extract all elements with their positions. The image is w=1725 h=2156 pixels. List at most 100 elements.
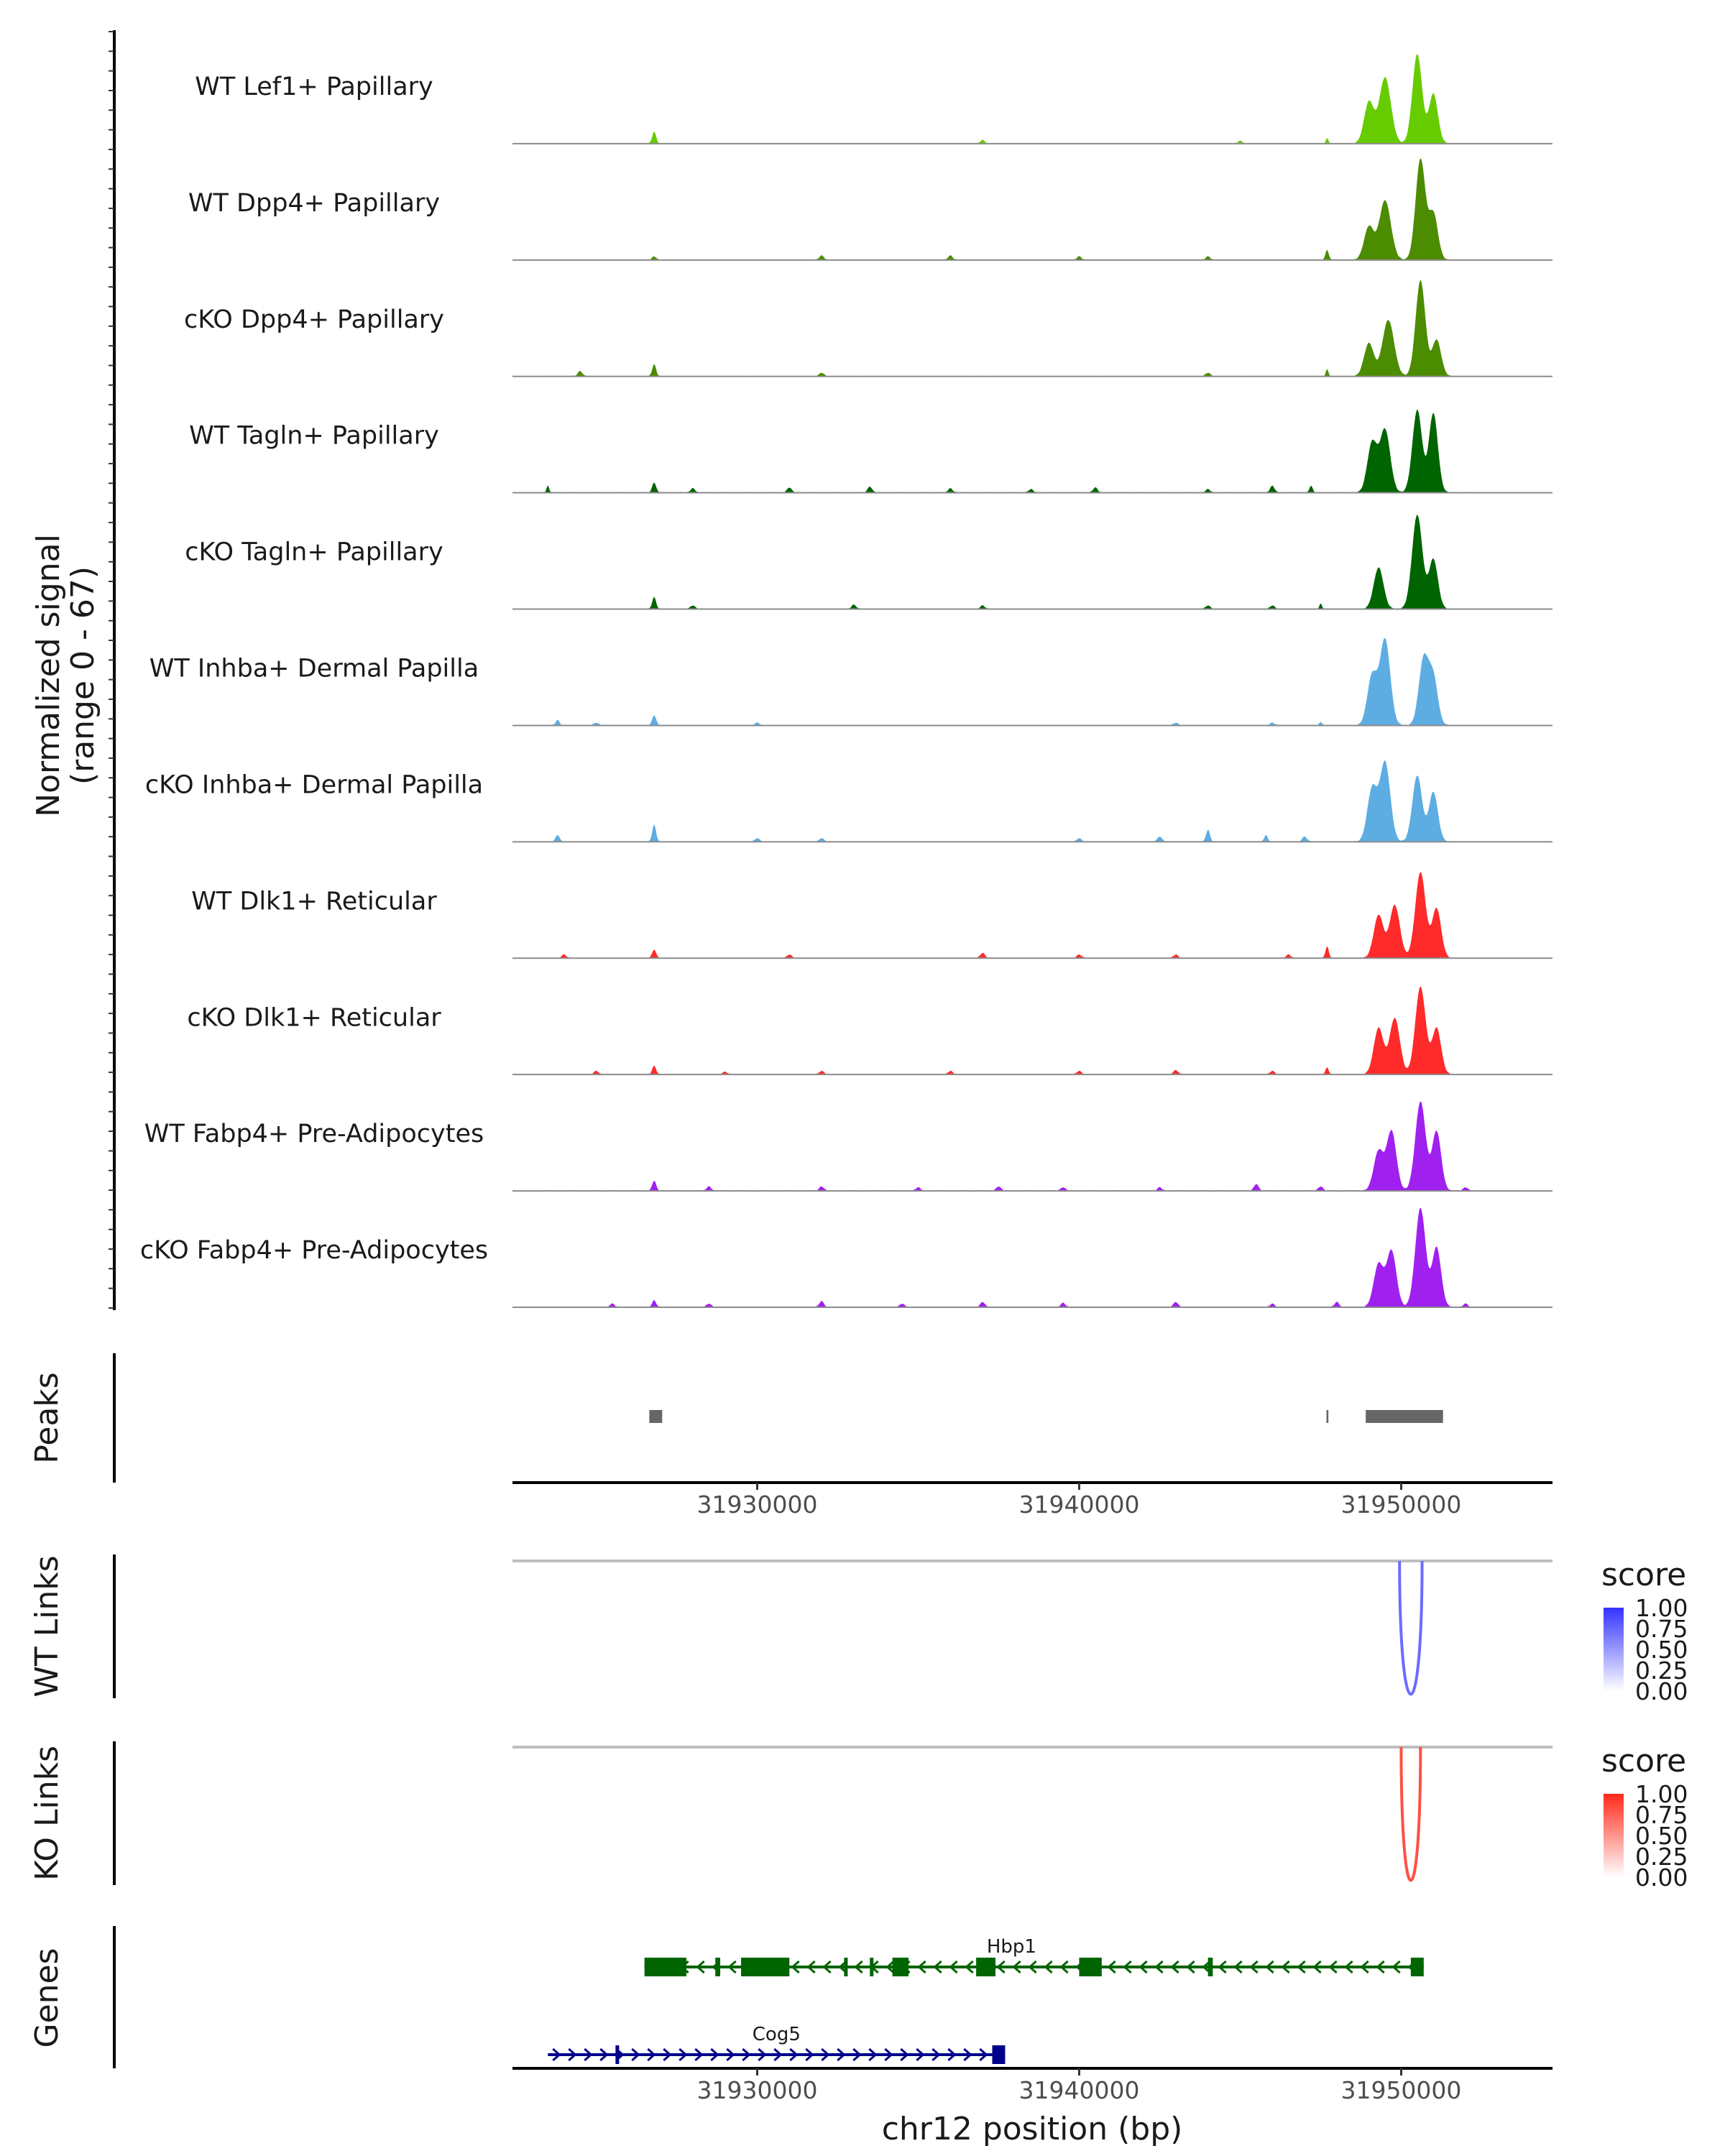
coverage-track-10: cKO Fabp4+ Pre-Adipocytes bbox=[140, 1207, 1553, 1308]
peak-regions bbox=[649, 1410, 1443, 1423]
coverage-track-label: cKO Dlk1+ Reticular bbox=[187, 1003, 441, 1032]
gene-exon bbox=[892, 1958, 909, 1976]
gene-strand-chevron bbox=[949, 1960, 958, 1974]
gene-strand-chevron bbox=[900, 2047, 909, 2062]
coverage-track-7: WT Dlk1+ Reticular bbox=[191, 872, 1553, 959]
coverage-area bbox=[512, 1207, 1553, 1307]
coverage-area bbox=[512, 637, 1553, 726]
coverage-track-5: WT Inhba+ Dermal Papilla bbox=[150, 637, 1553, 727]
gene-strand-chevron bbox=[1360, 1960, 1369, 1974]
gene-strand-chevron bbox=[805, 2047, 814, 2062]
gene-exon bbox=[741, 1958, 790, 1976]
ko-links-legend-tick-0: 0.00 bbox=[1635, 1864, 1688, 1892]
wt-links-label: WT Links bbox=[29, 1555, 65, 1697]
gene-strand-chevron bbox=[1123, 1960, 1132, 1974]
link-arc bbox=[1398, 1560, 1424, 1696]
genes-label: Genes bbox=[29, 1948, 65, 2047]
gene-strand-chevron bbox=[854, 1960, 863, 1974]
gene-strand-chevron bbox=[631, 2047, 640, 2062]
coverage-area bbox=[512, 280, 1553, 377]
ko-links-legend-tick-050: 0.50 bbox=[1635, 1822, 1688, 1850]
gene-strand-chevron bbox=[696, 1960, 705, 1974]
gene-strand-chevron bbox=[884, 2047, 893, 2062]
coverage-area bbox=[512, 760, 1553, 842]
gene-strand-chevron bbox=[806, 1960, 816, 1974]
gene-strand-chevron bbox=[758, 2047, 767, 2062]
ko-links-legend: score 1.00 0.75 0.50 0.25 0.00 bbox=[1601, 1743, 1688, 1892]
coverage-track-2: cKO Dpp4+ Papillary bbox=[184, 280, 1553, 377]
gene-exon bbox=[844, 1958, 848, 1976]
gene-strand-chevron bbox=[773, 2047, 783, 2062]
coverage-area bbox=[512, 410, 1553, 493]
coverage-y-axis bbox=[109, 30, 116, 1310]
coverage-track-label: WT Fabp4+ Pre-Adipocytes bbox=[144, 1120, 484, 1148]
gene-strand-chevron bbox=[678, 2047, 688, 2062]
wt-links-legend-tick-0: 0.00 bbox=[1635, 1677, 1688, 1705]
coverage-track-label: WT Lef1+ Papillary bbox=[195, 73, 433, 101]
gene-strand-chevron bbox=[1154, 1960, 1164, 1974]
peaks-label: Peaks bbox=[29, 1372, 65, 1463]
gene-strand-chevron bbox=[822, 1960, 832, 1974]
coverage-track-9: WT Fabp4+ Pre-Adipocytes bbox=[144, 1101, 1553, 1192]
x-tick-label: 31930000 bbox=[696, 1491, 817, 1519]
gene-strand-chevron bbox=[1392, 1960, 1401, 1974]
gene-strand-chevron bbox=[1107, 1960, 1116, 1974]
gene-strand-chevron bbox=[584, 2047, 593, 2062]
coverage-area bbox=[512, 986, 1553, 1075]
gene-strand-chevron bbox=[1044, 1960, 1053, 1974]
ko-link-arcs bbox=[1399, 1746, 1422, 1882]
gene-strand-chevron bbox=[1328, 1960, 1338, 1974]
gene-strand-chevron bbox=[1297, 1960, 1306, 1974]
coverage-track-label: WT Dpp4+ Papillary bbox=[188, 189, 440, 218]
gene-strand-chevron bbox=[965, 1960, 974, 1974]
gene-strand-chevron bbox=[1233, 1960, 1243, 1974]
coverage-track-label: cKO Fabp4+ Pre-Adipocytes bbox=[140, 1236, 488, 1265]
gene-name-cog5: Cog5 bbox=[753, 2024, 801, 2045]
x-axis-ticks-bottom: 31930000 31940000 31950000 bbox=[696, 2068, 1461, 2104]
gene-strand-chevron bbox=[947, 2047, 957, 2062]
wt-links-legend-colorbar bbox=[1604, 1608, 1624, 1691]
gene-strand-chevron bbox=[1170, 1960, 1179, 1974]
link-arc bbox=[1399, 1746, 1422, 1882]
gene-exon bbox=[615, 2045, 620, 2064]
peak-region bbox=[1366, 1410, 1443, 1423]
gene-strand-chevron bbox=[916, 2047, 925, 2062]
gene-strand-chevron bbox=[599, 2047, 609, 2062]
wt-links-legend-tick-025: 0.25 bbox=[1635, 1657, 1688, 1685]
gene-strand-chevron bbox=[821, 2047, 830, 2062]
gene-strand-chevron bbox=[1312, 1960, 1322, 1974]
gene-strand-chevron bbox=[710, 2047, 719, 2062]
ko-links-legend-tick-075: 0.75 bbox=[1635, 1801, 1688, 1829]
ko-links-legend-colorbar bbox=[1604, 1794, 1624, 1877]
coverage-track-1: WT Dpp4+ Papillary bbox=[188, 158, 1553, 261]
gene-strand-chevron bbox=[868, 2047, 878, 2062]
ko-links-legend-tick-025: 0.25 bbox=[1635, 1843, 1688, 1871]
gene-exon bbox=[1208, 1958, 1213, 1976]
coverage-panel: WT Lef1+ Papillary WT Dpp4+ Papillary cKO … bbox=[30, 30, 1553, 1310]
gene-exon bbox=[992, 2045, 1006, 2064]
wt-link-arcs bbox=[1398, 1560, 1424, 1696]
gene-strand-chevron bbox=[552, 2047, 561, 2062]
gene-exon bbox=[1079, 1958, 1102, 1976]
x-tick-label: 31930000 bbox=[696, 2076, 817, 2104]
gene-strand-chevron bbox=[791, 1960, 800, 1974]
peak-region bbox=[649, 1410, 663, 1423]
coverage-track-8: cKO Dlk1+ Reticular bbox=[187, 986, 1553, 1076]
coverage-track-label: cKO Dpp4+ Papillary bbox=[184, 305, 444, 334]
ko-links-panel: KO Links score 1.00 0.75 0.50 0.25 0.00 bbox=[29, 1741, 1688, 1892]
wt-links-legend-title: score bbox=[1601, 1557, 1686, 1593]
ko-links-legend-title: score bbox=[1601, 1743, 1686, 1779]
gene-strand-chevron bbox=[1186, 1960, 1195, 1974]
gene-strand-chevron bbox=[694, 2047, 704, 2062]
x-axis-title: chr12 position (bp) bbox=[882, 2111, 1183, 2147]
gene-strand-chevron bbox=[963, 2047, 972, 2062]
gene-strand-chevron bbox=[917, 1960, 926, 1974]
coverage-area bbox=[512, 1101, 1553, 1192]
ko-links-legend-tick-1: 1.00 bbox=[1635, 1780, 1688, 1808]
gene-exon bbox=[715, 1958, 720, 1976]
gene-strand-chevron bbox=[663, 2047, 672, 2062]
gene-name-hbp1: Hbp1 bbox=[987, 1936, 1036, 1958]
gene-strand-chevron bbox=[933, 1960, 942, 1974]
coverage-area bbox=[512, 872, 1553, 959]
coverage-track-label: cKO Tagln+ Papillary bbox=[185, 538, 443, 567]
